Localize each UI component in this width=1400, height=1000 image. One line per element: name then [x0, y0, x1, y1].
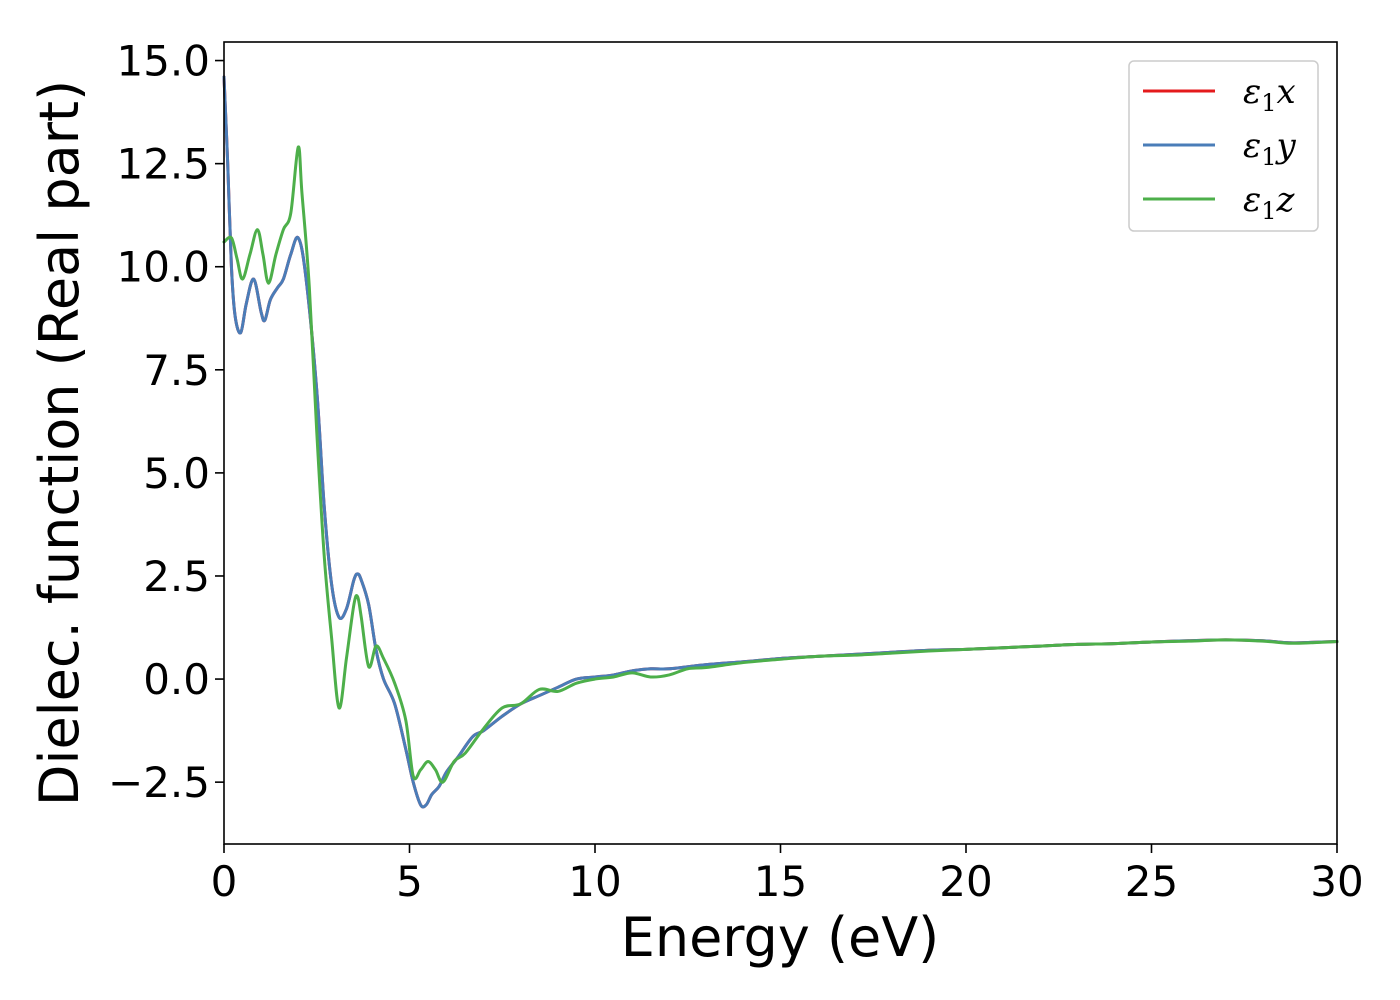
y-tick-label: 7.5: [143, 346, 210, 395]
legend-label-y: ε1y: [1243, 126, 1297, 171]
x-axis-ticks: 0 5 10 15 20 25 30: [211, 844, 1364, 906]
x-tick-label: 20: [939, 857, 992, 906]
x-tick-label: 25: [1125, 857, 1178, 906]
legend-frame: [1128, 60, 1319, 232]
plot-frame: [223, 41, 1338, 845]
x-tick-label: 10: [568, 857, 621, 906]
legend-label-z: ε1z: [1243, 180, 1296, 225]
y-tick-label: 0.0: [143, 655, 210, 704]
y-tick-label: 10.0: [116, 243, 210, 292]
x-axis-label: Energy (eV): [621, 906, 940, 969]
series-line-z: [222, 145, 1339, 784]
x-tick-label: 30: [1310, 857, 1363, 906]
series-layer: [222, 75, 1339, 809]
y-tick-label: 5.0: [143, 449, 210, 498]
legend: ε1x ε1y ε1z: [1128, 60, 1319, 232]
y-tick-label: 2.5: [143, 552, 210, 601]
y-tick-label: −2.5: [108, 758, 210, 807]
legend-label-x: ε1x: [1243, 72, 1296, 117]
y-axis-label: Dielec. function (Real part): [28, 80, 91, 806]
y-axis-ticks: −2.5 0.0 2.5 5.0 7.5 10.0 12.5 15.0: [108, 37, 224, 807]
y-tick-label: 15.0: [116, 37, 210, 86]
x-tick-label: 0: [211, 857, 238, 906]
y-tick-label: 12.5: [116, 140, 210, 189]
x-tick-label: 15: [754, 857, 807, 906]
x-tick-label: 5: [396, 857, 423, 906]
